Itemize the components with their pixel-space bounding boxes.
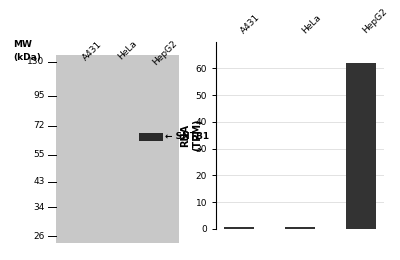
Text: 55: 55 [33,151,44,159]
Text: MW: MW [13,40,32,49]
Y-axis label: RNA
(TPM): RNA (TPM) [180,119,202,151]
Text: 130: 130 [27,57,44,66]
Text: 95: 95 [33,91,44,100]
Text: 43: 43 [33,177,44,186]
FancyBboxPatch shape [56,55,179,243]
Text: 26: 26 [33,232,44,241]
Bar [285,228,315,229]
Text: HepG2: HepG2 [151,39,179,67]
Text: ← SNTB1: ← SNTB1 [165,132,209,141]
Bar [346,63,376,229]
Text: (kDa): (kDa) [13,53,41,62]
Text: A431: A431 [81,39,104,62]
Text: HeLa: HeLa [116,39,139,62]
Text: 34: 34 [33,203,44,212]
Bar [224,227,254,229]
Text: 72: 72 [33,121,44,130]
FancyBboxPatch shape [139,133,163,141]
